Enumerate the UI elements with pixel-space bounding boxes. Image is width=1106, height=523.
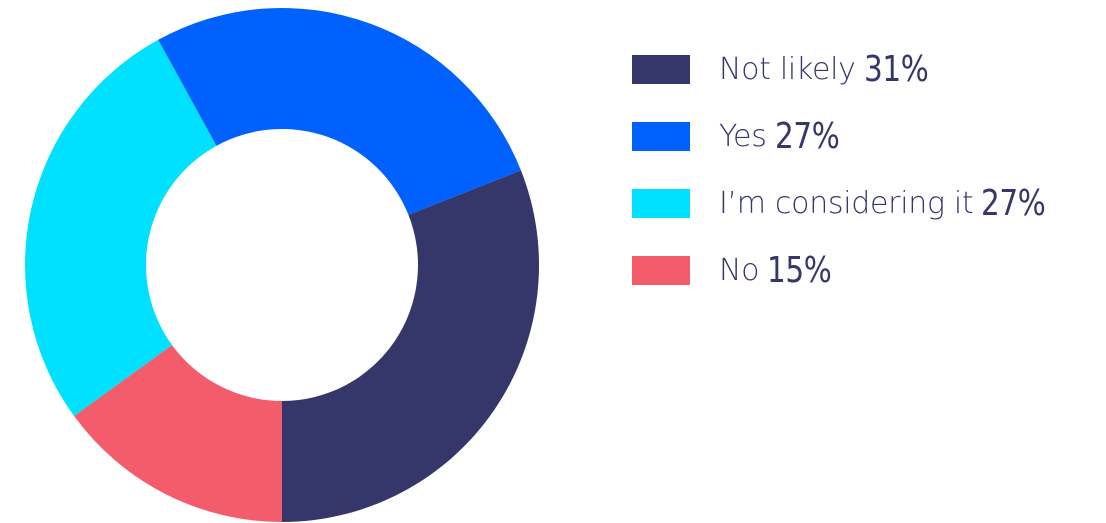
donut-slice-not-likely — [282, 170, 540, 523]
legend-label-no: No — [719, 252, 760, 288]
chart-legend: Not likely 31% Yes 27% I’m considering i… — [632, 44, 1060, 312]
legend-item-no: No 15% — [632, 245, 1060, 295]
legend-value-not-likely: 31% — [863, 48, 929, 90]
legend-swatch-yes — [632, 121, 690, 151]
legend-label-not-likely: Not likely — [719, 51, 856, 87]
donut-slices — [24, 7, 540, 523]
donut-slice-yes — [158, 7, 521, 215]
legend-label-considering: I’m considering it — [719, 185, 974, 221]
donut-slice-no — [74, 344, 282, 522]
donut-slice-i-m-considering-it — [24, 39, 217, 417]
legend-item-yes: Yes 27% — [632, 111, 1060, 161]
legend-value-no: 15% — [767, 249, 832, 291]
legend-swatch-no — [632, 255, 690, 285]
legend-item-not-likely: Not likely 31% — [632, 44, 1060, 94]
legend-item-considering: I’m considering it 27% — [632, 178, 1060, 228]
legend-swatch-not-likely — [632, 54, 690, 84]
legend-swatch-considering — [632, 188, 690, 218]
legend-label-yes: Yes — [719, 118, 767, 154]
legend-value-yes: 27% — [774, 115, 840, 157]
legend-value-considering: 27% — [981, 182, 1046, 224]
donut-chart — [24, 7, 540, 523]
